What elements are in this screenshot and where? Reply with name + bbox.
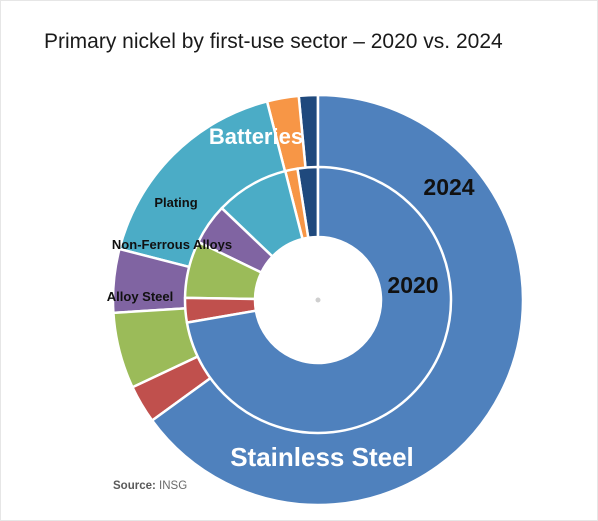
inner-slice-stainless-steel: [185, 165, 453, 435]
chart-title: Primary nickel by first-use sector – 202…: [44, 30, 503, 53]
inner-slice-plating: [197, 206, 274, 274]
label-non-ferrous-alloys: Non-Ferrous Alloys: [112, 237, 232, 252]
source-value: INSG: [159, 480, 188, 492]
label-alloy-steel: Alloy Steel: [107, 289, 173, 304]
ring-label-2024: 2024: [423, 174, 474, 200]
label-stainless-steel: Stainless Steel: [230, 442, 414, 472]
inner-ring-2020: [183, 165, 453, 435]
ring-label-2020: 2020: [387, 272, 438, 298]
source-note: Source: INSG: [113, 480, 187, 492]
source-label: Source:: [113, 480, 156, 492]
label-batteries: Batteries: [209, 124, 303, 149]
inner-slice-batteries: [220, 169, 304, 258]
inner-slice-non-ferrous-alloys: [183, 240, 263, 301]
label-plating: Plating: [154, 195, 197, 210]
center-dot: [315, 297, 321, 303]
